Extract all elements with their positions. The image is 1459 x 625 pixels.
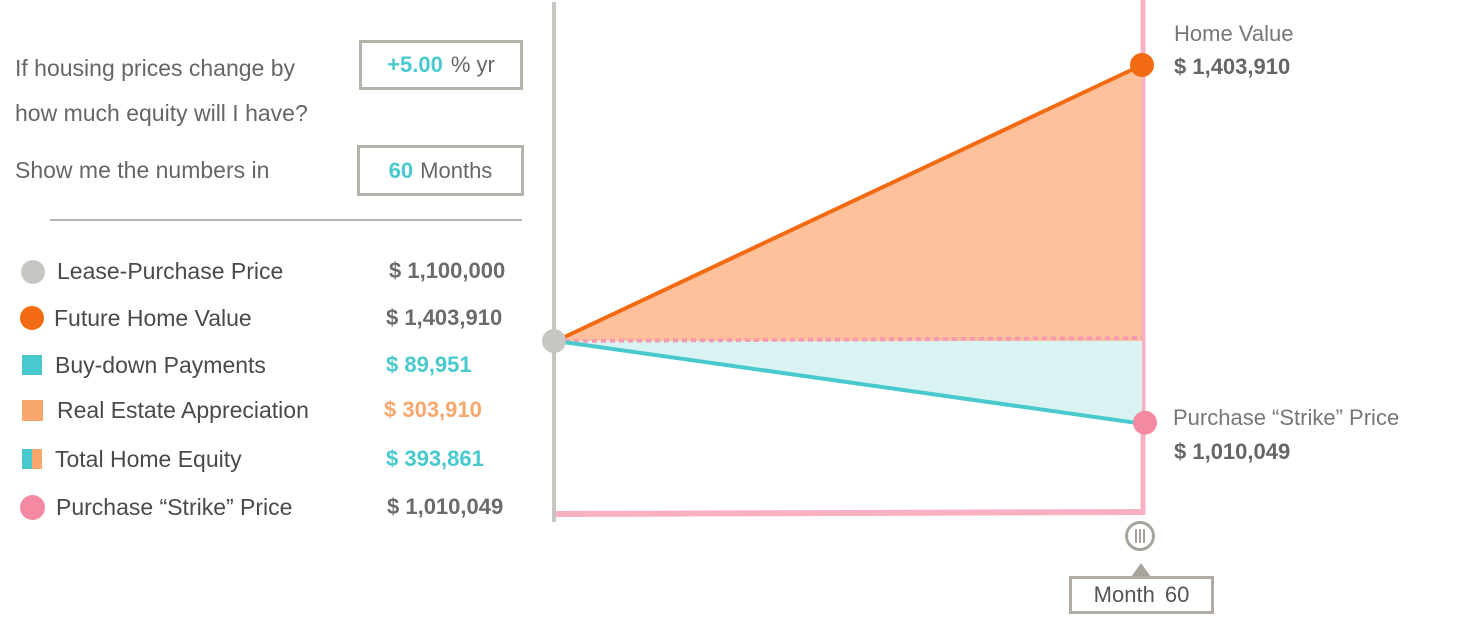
bottom-axis <box>555 509 1145 517</box>
rate-value: +5.00 <box>387 52 443 77</box>
grip-icon <box>1125 521 1155 551</box>
legend-label: Total Home Equity <box>55 446 242 472</box>
legend-label: Future Home Value <box>54 305 252 331</box>
legend-value: $ 303,910 <box>384 397 482 422</box>
period-input[interactable]: 60 Months <box>357 145 524 196</box>
lease-price-baseline <box>555 336 1143 343</box>
legend-label: Purchase “Strike” Price <box>56 494 293 520</box>
divider <box>50 219 522 221</box>
strike-price-amount: $ 1,010,049 <box>1174 439 1291 464</box>
question-line-3: Show me the numbers in <box>15 157 270 183</box>
legend-buy-down-payments: Buy-down Payments $ 89,951 <box>18 349 528 383</box>
month-label-box: Month 60 <box>1069 576 1214 614</box>
rate-unit: % yr <box>450 52 495 77</box>
legend-future-home-value: Future Home Value $ 1,403,910 <box>18 302 528 336</box>
legend-real-estate-appreciation: Real Estate Appreciation $ 303,910 <box>18 394 528 428</box>
legend-value: $ 393,861 <box>386 446 484 471</box>
month-slider-handle[interactable] <box>1125 521 1155 551</box>
legend-lease-purchase-price: Lease-Purchase Price $ 1,100,000 <box>18 255 528 289</box>
month-label: Month <box>1093 582 1155 607</box>
strike-price-line <box>555 339 1143 426</box>
legend-label: Buy-down Payments <box>55 352 266 378</box>
legend-purchase-strike-price: Purchase “Strike” Price $ 1,010,049 <box>18 491 528 525</box>
question-line-1: If housing prices change by <box>15 55 296 81</box>
strike-price-point <box>1133 410 1157 435</box>
legend-value: $ 1,403,910 <box>386 305 503 330</box>
legend-value: $ 1,010,049 <box>387 494 504 519</box>
legend-label: Real Estate Appreciation <box>57 397 309 423</box>
home-value-line <box>555 63 1143 343</box>
pink-circle-icon <box>20 495 45 520</box>
month-value: 60 <box>1164 582 1190 607</box>
home-value-amount: $ 1,403,910 <box>1174 54 1291 79</box>
legend-value: $ 1,100,000 <box>389 258 506 283</box>
home-value-title: Home Value <box>1174 21 1294 46</box>
question-line-2: how much equity will I have? <box>15 100 308 126</box>
teal-square-icon <box>22 355 42 375</box>
legend-label: Lease-Purchase Price <box>57 258 284 284</box>
period-unit: Months <box>420 157 493 183</box>
gray-circle-icon <box>21 260 45 284</box>
strike-price-title: Purchase “Strike” Price <box>1173 405 1400 430</box>
caret-up-icon <box>1131 563 1151 577</box>
start-point <box>542 329 566 353</box>
legend-value: $ 89,951 <box>386 352 472 377</box>
legend-total-home-equity: Total Home Equity $ 393,861 <box>18 443 528 477</box>
home-value-point <box>1130 53 1154 77</box>
rate-input[interactable]: +5.00 % yr <box>359 40 523 90</box>
orange-square-icon <box>22 400 43 421</box>
period-value: 60 <box>388 157 414 183</box>
orange-circle-icon <box>20 306 44 330</box>
split-square-icon <box>22 449 32 469</box>
